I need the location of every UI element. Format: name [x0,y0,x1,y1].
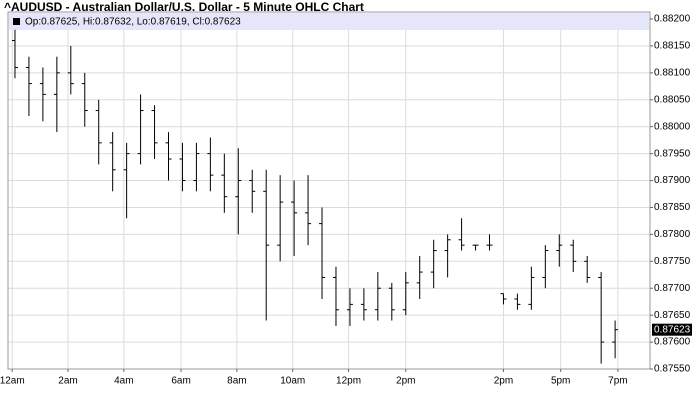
y-tick-label: 0.87550 [654,364,691,375]
y-tick-label: 0.87850 [654,202,691,213]
y-tick-label: 0.87800 [654,229,691,240]
x-tick-label: 2pm [396,376,415,387]
y-tick-label: 0.87750 [654,256,691,267]
last-price-label: 0.87623 [654,324,691,335]
info-band [9,13,649,30]
y-tick-label: 0.88150 [654,41,691,52]
y-tick-label: 0.88100 [654,67,691,78]
x-tick-label: 12am [0,376,25,387]
x-tick-label: 6am [171,376,190,387]
last-price-box [652,323,692,336]
info-marker [13,18,20,25]
x-tick-label: 2pm [494,376,513,387]
y-tick-label: 0.88000 [654,121,691,132]
info-line: Op:0.87625, Hi:0.87632, Lo:0.87619, Cl:0… [25,17,241,28]
y-tick-label: 0.87600 [654,337,691,348]
chart-title: ^AUDUSD - Australian Dollar/U.S. Dollar … [4,0,364,14]
plot-frame [7,11,651,370]
y-tick-label: 0.88200 [654,14,691,25]
y-tick-label: 0.87900 [654,175,691,186]
y-tick-label: 0.87950 [654,148,691,159]
x-tick-label: 5pm [551,376,570,387]
x-tick-label: 4am [114,376,133,387]
y-tick-label: 0.87700 [654,283,691,294]
x-tick-label: 10am [280,376,305,387]
x-tick-label: 2am [58,376,77,387]
x-tick-label: 8am [227,376,246,387]
y-tick-label: 0.88050 [654,94,691,105]
y-tick-label: 0.87650 [654,310,691,321]
x-tick-label: 12pm [336,376,361,387]
x-tick-label: 7pm [608,376,627,387]
